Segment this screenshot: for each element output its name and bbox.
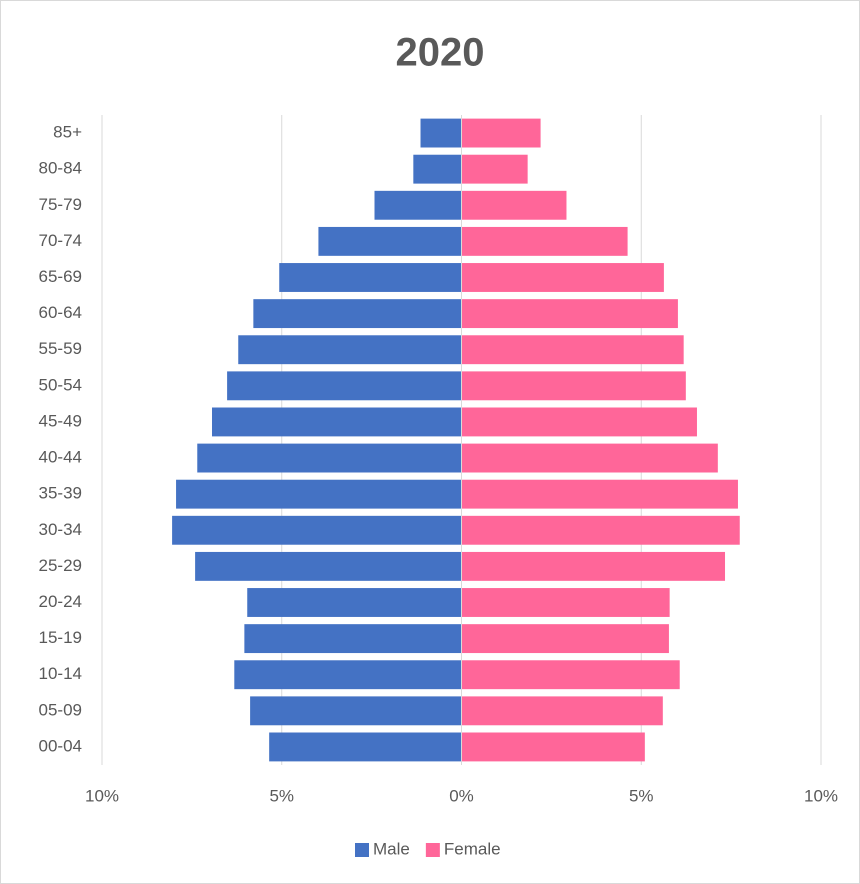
bar xyxy=(176,479,462,509)
y-tick-label: 40-44 xyxy=(39,448,82,467)
y-tick-label: 85+ xyxy=(53,123,82,142)
y-tick-label: 55-59 xyxy=(39,339,82,358)
y-tick-label: 45-49 xyxy=(39,411,82,430)
y-tick-label: 60-64 xyxy=(39,303,82,322)
x-tick-label: 10% xyxy=(85,786,119,805)
y-tick-label: 80-84 xyxy=(39,159,82,178)
bar xyxy=(172,515,462,545)
legend-swatch xyxy=(355,843,369,857)
legend-label: Female xyxy=(444,839,501,858)
bar xyxy=(461,443,718,473)
x-tick-label: 5% xyxy=(629,786,654,805)
y-tick-label: 30-34 xyxy=(39,520,82,539)
legend-label: Male xyxy=(373,839,410,858)
bar xyxy=(461,263,664,292)
y-tick-label: 25-29 xyxy=(39,556,82,575)
bar xyxy=(461,588,670,617)
bar xyxy=(269,732,462,762)
y-tick-label: 35-39 xyxy=(39,484,82,503)
legend-swatch xyxy=(425,843,440,857)
bar xyxy=(374,190,462,220)
y-tick-label: 20-24 xyxy=(39,592,82,611)
x-tick-label: 5% xyxy=(269,786,294,805)
bar xyxy=(461,732,645,762)
bar xyxy=(461,118,541,148)
chart-title: 2020 xyxy=(396,31,485,75)
y-tick-label: 05-09 xyxy=(39,700,82,719)
bar xyxy=(420,118,462,148)
y-tick-label: 75-79 xyxy=(39,195,82,214)
bar xyxy=(195,551,462,581)
y-tick-label: 50-54 xyxy=(39,375,82,394)
bar xyxy=(244,624,462,654)
x-tick-label: 0% xyxy=(449,786,474,805)
bar xyxy=(197,443,462,473)
y-tick-label: 15-19 xyxy=(39,628,82,647)
bar xyxy=(238,335,462,365)
bar xyxy=(247,588,462,617)
bar xyxy=(461,660,680,690)
bar xyxy=(461,371,686,401)
bar xyxy=(413,154,462,184)
bar xyxy=(318,226,462,256)
y-tick-label: 70-74 xyxy=(39,231,82,250)
bar xyxy=(461,515,740,545)
bar xyxy=(461,479,738,509)
bar xyxy=(461,624,669,654)
bar xyxy=(461,299,678,329)
bar xyxy=(461,551,726,581)
y-tick-label: 00-04 xyxy=(39,736,82,755)
x-tick-label: 10% xyxy=(804,786,838,805)
bar xyxy=(461,407,697,437)
bar xyxy=(212,407,462,437)
bar xyxy=(461,696,663,726)
bar xyxy=(234,660,462,690)
bar xyxy=(279,263,462,292)
bar xyxy=(461,226,628,256)
bar xyxy=(461,154,528,184)
bar xyxy=(253,299,462,329)
bar xyxy=(250,696,462,726)
bar xyxy=(461,335,684,365)
bar xyxy=(461,190,567,220)
y-tick-label: 10-14 xyxy=(39,664,82,683)
bar xyxy=(227,371,462,401)
y-tick-label: 65-69 xyxy=(39,267,82,286)
